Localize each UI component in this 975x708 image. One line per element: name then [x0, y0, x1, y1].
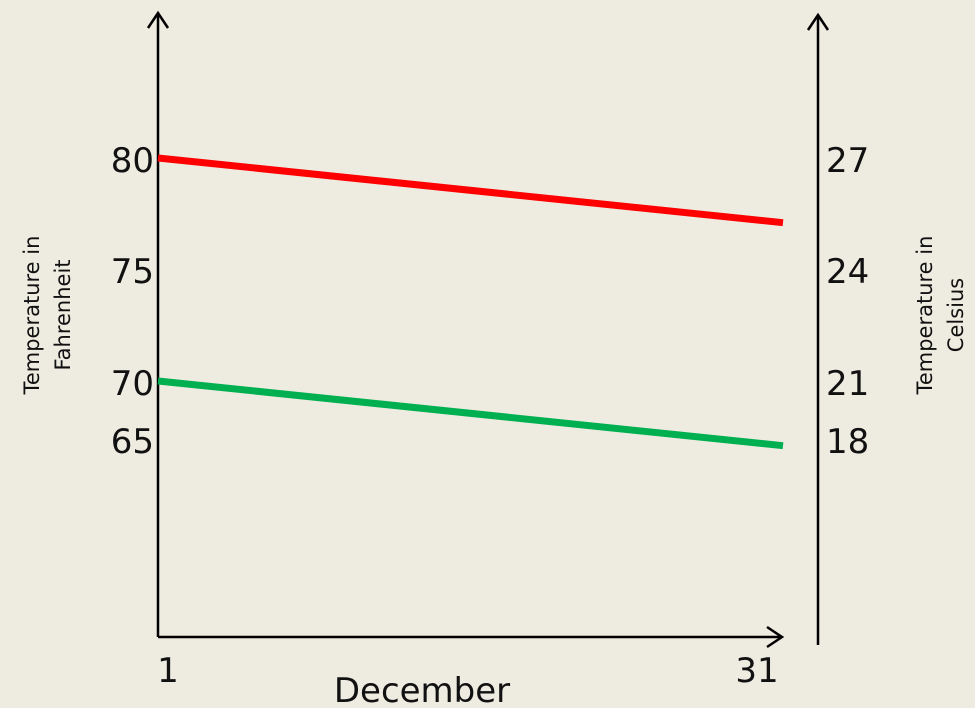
right-tick-label: 18: [826, 422, 869, 462]
x-tick-label-start: 1: [157, 651, 179, 691]
right-tick-label: 24: [826, 252, 869, 292]
right-axis-title-line-2: Celsius: [944, 278, 968, 352]
right-tick-label: 27: [826, 141, 869, 181]
left-axis-title-line-1: Temperature in: [20, 236, 44, 396]
right-tick-label: 21: [826, 364, 869, 404]
right-axis-title: Temperature in Celsius: [913, 236, 968, 396]
left-tick-label: 70: [111, 364, 154, 404]
series-line-green: [157, 377, 784, 450]
left-axis-title: Temperature in Fahrenheit: [20, 236, 75, 396]
right-axis-title-line-1: Temperature in: [913, 236, 937, 396]
left-tick-label: 80: [111, 141, 154, 181]
left-tick-label: 75: [111, 252, 154, 292]
x-tick-label-end: 31: [735, 651, 778, 691]
x-axis-arrow-icon: [766, 625, 785, 649]
left-tick-label: 65: [111, 422, 154, 462]
series-line-red: [157, 154, 784, 227]
x-axis-title: December: [334, 671, 510, 708]
left-y-axis-arrow-icon: [146, 10, 170, 29]
right-y-axis-arrow-icon: [806, 12, 830, 31]
left-axis-title-line-2: Fahrenheit: [51, 259, 75, 370]
